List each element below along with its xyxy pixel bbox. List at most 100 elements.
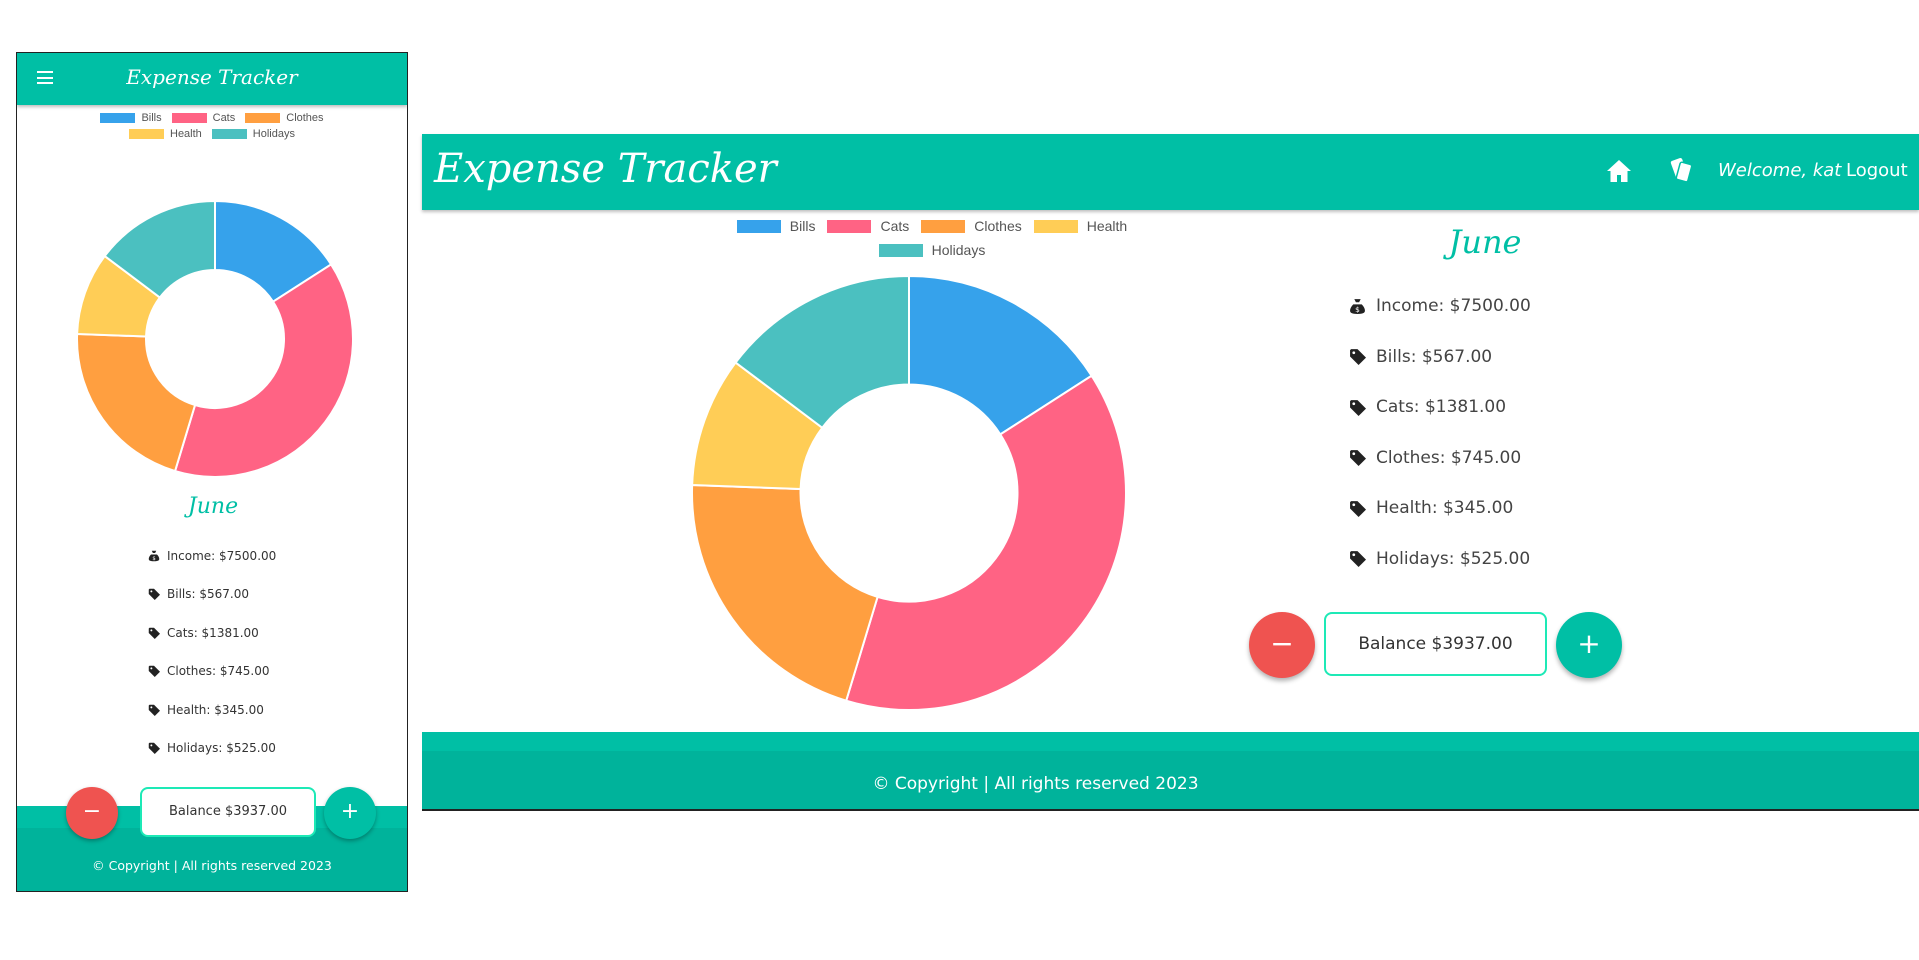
slice-clothes[interactable]	[691, 484, 879, 702]
category-label: Health: $345.00	[1376, 498, 1514, 518]
tag-icon	[148, 589, 160, 601]
svg-text:$: $	[1355, 304, 1360, 313]
legend-swatch	[100, 113, 136, 123]
tag-icon	[1350, 450, 1366, 466]
category-row-bills: Bills: $567.00	[148, 584, 276, 604]
cards-icon[interactable]	[1667, 156, 1695, 184]
legend-item-health[interactable]: Health	[1033, 218, 1128, 234]
category-row-health: Health: $345.00	[148, 700, 276, 720]
balance-display: Balance $3937.00	[140, 787, 316, 837]
legend-swatch	[736, 219, 781, 233]
app-title: Expense Tracker	[126, 65, 298, 89]
month-title: June	[187, 494, 239, 519]
slice-bills[interactable]	[214, 199, 333, 304]
month-title: June	[1448, 223, 1522, 261]
legend-label: Bills	[789, 218, 816, 234]
legend-item-clothes[interactable]: Clothes	[245, 112, 324, 124]
category-label: Bills: $567.00	[167, 587, 249, 602]
chart-legend: Bills Cats Clothes Health Holidays	[702, 218, 1162, 258]
income-label: Income: $7500.00	[167, 549, 277, 563]
chart-legend: Bills Cats Clothes Health Holidays	[77, 112, 347, 140]
add-expense-button[interactable]: −	[66, 787, 118, 839]
legend-swatch	[878, 243, 923, 257]
summary-list: $ Income: $7500.00 Bills: $567.00 Cats: …	[148, 546, 276, 776]
legend-item-bills[interactable]: Bills	[100, 112, 162, 124]
category-row-cats: Cats: $1381.00	[1349, 394, 1531, 420]
category-row-holidays: Holidays: $525.00	[148, 738, 276, 758]
income-row: $ Income: $7500.00	[1349, 293, 1531, 319]
legend-label: Cats	[880, 218, 910, 234]
tag-icon	[148, 704, 160, 716]
legend-label: Clothes	[974, 218, 1022, 234]
slice-cats[interactable]	[173, 263, 354, 478]
income-row: $ Income: $7500.00	[148, 546, 276, 566]
legend-swatch	[827, 219, 872, 233]
category-label: Holidays: $525.00	[167, 740, 276, 755]
tag-icon	[148, 627, 160, 639]
summary-list: $ Income: $7500.00 Bills: $567.00 Cats: …	[1349, 293, 1531, 596]
welcome-text: Welcome, kat	[1718, 160, 1842, 181]
home-icon[interactable]	[1606, 159, 1632, 183]
legend-swatch	[129, 129, 164, 139]
legend-label: Clothes	[286, 112, 324, 124]
legend-label: Health	[170, 128, 202, 140]
slice-bills[interactable]	[908, 274, 1093, 436]
footer: © Copyright | All rights reserved 2023	[422, 732, 1919, 811]
category-row-clothes: Clothes: $745.00	[148, 661, 276, 681]
legend-swatch	[171, 113, 207, 123]
add-income-button[interactable]: +	[324, 787, 376, 839]
category-label: Clothes: $745.00	[167, 664, 270, 679]
legend-item-bills[interactable]: Bills	[736, 218, 816, 234]
slice-holidays[interactable]	[734, 274, 910, 430]
mobile-view: Expense Tracker Bills Cats Clothes Health Ho…	[16, 52, 408, 892]
legend-item-holidays[interactable]: Holidays	[211, 128, 295, 140]
add-income-button[interactable]: +	[1556, 612, 1622, 678]
legend-item-cats[interactable]: Cats	[171, 112, 236, 124]
category-row-cats: Cats: $1381.00	[148, 623, 276, 643]
legend-label: Holidays	[252, 128, 295, 140]
legend-swatch	[245, 113, 281, 123]
desktop-header: Expense Tracker Welcome, kat Logout	[422, 134, 1919, 210]
legend-item-clothes[interactable]: Clothes	[921, 218, 1022, 234]
slice-cats[interactable]	[844, 374, 1127, 711]
legend-label: Health	[1086, 218, 1128, 234]
app-title: Expense Tracker	[434, 146, 777, 192]
slice-clothes[interactable]	[76, 332, 197, 473]
legend-label: Cats	[212, 112, 236, 124]
tag-icon	[148, 742, 160, 754]
doughnut-chart	[691, 274, 1127, 711]
category-label: Holidays: $525.00	[1376, 548, 1531, 569]
money-bag-icon: $	[1350, 298, 1365, 314]
doughnut-chart	[76, 199, 354, 478]
legend-label: Holidays	[931, 242, 986, 258]
balance-controls: − Balance $3937.00 +	[1249, 612, 1629, 680]
category-row-clothes: Clothes: $745.00	[1349, 445, 1531, 471]
tag-icon	[148, 665, 160, 678]
category-label: Health: $345.00	[167, 702, 264, 717]
copyright-text: © Copyright | All rights reserved 2023	[872, 774, 1199, 794]
legend-swatch	[1033, 219, 1078, 233]
money-bag-icon: $	[148, 550, 160, 562]
mobile-header: Expense Tracker	[17, 53, 407, 105]
tag-icon	[1350, 500, 1366, 517]
balance-display: Balance $3937.00	[1324, 612, 1547, 676]
copyright-text: © Copyright | All rights reserved 2023	[92, 858, 332, 873]
tag-icon	[1350, 399, 1366, 416]
add-expense-button[interactable]: −	[1249, 612, 1315, 678]
legend-item-health[interactable]: Health	[129, 128, 202, 140]
legend-item-cats[interactable]: Cats	[827, 218, 909, 234]
legend-swatch	[921, 219, 966, 233]
svg-text:$: $	[152, 556, 155, 562]
logout-link[interactable]: Logout	[1846, 160, 1908, 181]
balance-controls: − Balance $3937.00 +	[66, 786, 376, 840]
category-label: Cats: $1381.00	[167, 625, 259, 640]
category-label: Bills: $567.00	[1376, 346, 1493, 367]
desktop-view: Expense Tracker Welcome, kat Logout Bill…	[422, 134, 1919, 811]
hamburger-menu-icon[interactable]	[37, 71, 55, 87]
slice-holidays[interactable]	[103, 199, 216, 299]
legend-item-holidays[interactable]: Holidays	[878, 242, 986, 258]
category-label: Clothes: $745.00	[1376, 447, 1522, 468]
income-label: Income: $7500.00	[1376, 296, 1531, 316]
legend-swatch	[211, 129, 247, 139]
category-row-health: Health: $345.00	[1349, 495, 1531, 521]
